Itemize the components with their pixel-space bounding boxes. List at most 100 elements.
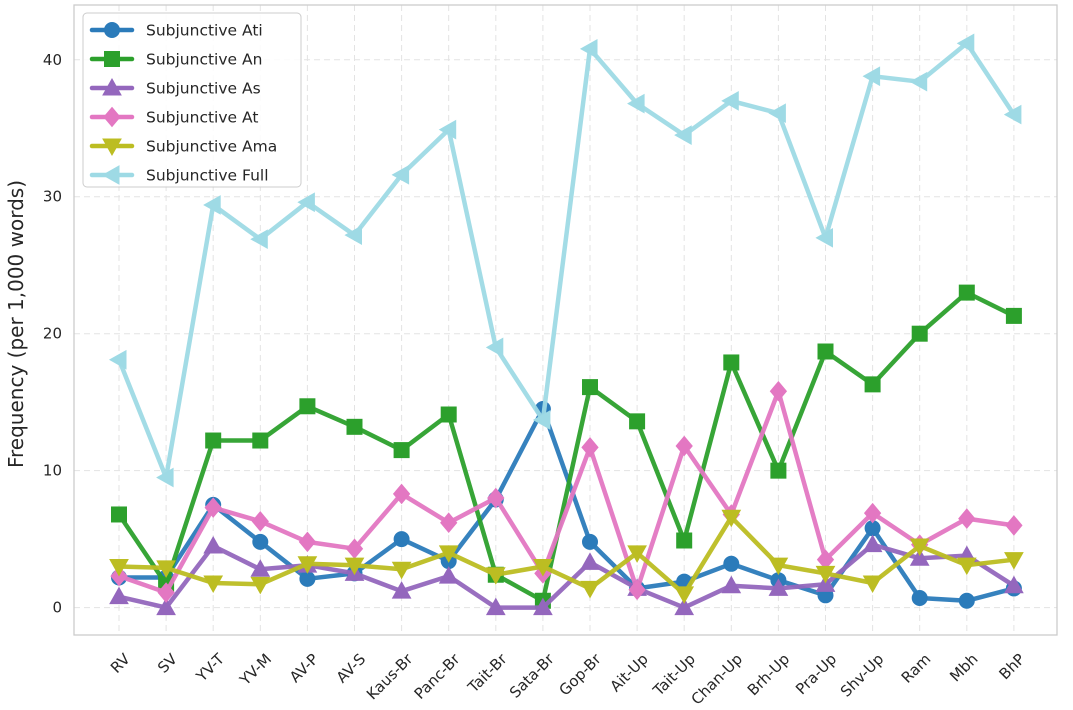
data-point-subjunctive-an <box>958 284 975 301</box>
legend-item-subjunctive-an: Subjunctive An <box>89 51 262 69</box>
legend-label: Subjunctive At <box>146 109 258 127</box>
data-point-subjunctive-an <box>911 325 928 342</box>
legend-label: Subjunctive Ati <box>146 22 263 40</box>
y-axis-title: Frequency (per 1,000 words) <box>4 180 28 468</box>
data-point-subjunctive-ama <box>391 561 412 580</box>
data-point-subjunctive-at <box>298 531 317 553</box>
data-point-subjunctive-ama <box>956 557 977 576</box>
data-point-subjunctive-full <box>203 195 221 215</box>
series-subjunctive-full <box>108 33 1022 488</box>
y-tick-label: 40 <box>43 51 62 69</box>
data-point-subjunctive-as <box>768 578 789 596</box>
data-point-subjunctive-as <box>203 535 224 554</box>
data-point-subjunctive-full <box>768 103 786 124</box>
legend-item-subjunctive-at: Subjunctive At <box>89 106 258 128</box>
data-point-subjunctive-ama <box>203 575 224 593</box>
data-point-subjunctive-at <box>958 508 976 529</box>
data-point-subjunctive-full <box>438 119 457 140</box>
data-point-subjunctive-as <box>485 597 506 616</box>
data-point-subjunctive-an <box>346 418 363 435</box>
data-point-subjunctive-an <box>629 413 646 430</box>
data-point-subjunctive-as <box>533 597 553 616</box>
data-point-subjunctive-an <box>299 398 316 415</box>
legend-item-subjunctive-ati: Subjunctive Ati <box>89 22 263 40</box>
data-point-subjunctive-ama <box>674 586 695 604</box>
data-point-subjunctive-ati <box>393 531 410 548</box>
data-point-subjunctive-as <box>580 552 600 570</box>
data-point-subjunctive-as <box>1004 575 1024 594</box>
data-point-subjunctive-full <box>627 93 645 114</box>
data-point-subjunctive-ati <box>252 533 269 550</box>
data-point-subjunctive-an <box>676 532 693 549</box>
data-point-subjunctive-full <box>862 66 881 87</box>
data-point-subjunctive-as <box>109 586 129 605</box>
data-point-subjunctive-an <box>770 462 787 479</box>
data-point-subjunctive-full <box>485 337 504 358</box>
data-point-subjunctive-full <box>674 125 692 145</box>
data-point-subjunctive-at <box>628 579 646 601</box>
legend-marker <box>104 22 120 38</box>
data-point-subjunctive-ama <box>815 565 836 584</box>
data-point-subjunctive-ama <box>862 575 883 593</box>
y-tick-label: 0 <box>52 599 62 617</box>
data-point-subjunctive-ama <box>627 545 647 563</box>
data-point-subjunctive-an <box>111 506 127 523</box>
data-point-subjunctive-an <box>1005 307 1022 324</box>
data-point-subjunctive-ama <box>250 576 271 595</box>
legend-item-subjunctive-full: Subjunctive Full <box>89 165 269 185</box>
data-point-subjunctive-full <box>815 227 833 248</box>
data-point-subjunctive-as <box>156 597 176 616</box>
data-point-subjunctive-ama <box>580 580 600 599</box>
legend: Subjunctive Ati Subjunctive An Subjunctive… <box>82 12 302 188</box>
data-point-subjunctive-an <box>817 343 834 360</box>
data-point-subjunctive-as <box>721 575 742 594</box>
data-point-subjunctive-at <box>440 512 458 533</box>
legend-label: Subjunctive As <box>146 80 261 98</box>
data-point-subjunctive-full <box>108 349 127 370</box>
data-point-subjunctive-full <box>532 410 551 430</box>
data-point-subjunctive-ama <box>721 509 742 528</box>
data-point-subjunctive-full <box>721 91 739 111</box>
legend-marker <box>102 138 122 157</box>
data-point-subjunctive-full <box>1003 104 1022 125</box>
series-line-subjunctive-full <box>116 41 1017 480</box>
y-tick-label: 20 <box>43 325 62 343</box>
data-point-subjunctive-ama <box>909 538 930 556</box>
series-line-subjunctive-ati <box>116 406 1017 604</box>
legend-marker <box>103 106 121 128</box>
data-point-subjunctive-at <box>769 380 788 402</box>
data-point-subjunctive-as <box>674 597 695 616</box>
data-point-subjunctive-ati <box>723 555 740 572</box>
data-point-subjunctive-ama <box>344 557 365 576</box>
data-point-subjunctive-at <box>863 502 882 524</box>
data-point-subjunctive-as <box>909 548 930 566</box>
data-point-subjunctive-an <box>252 432 269 449</box>
legend-box <box>82 12 302 188</box>
data-point-subjunctive-ama <box>297 556 318 574</box>
data-point-subjunctive-ama <box>109 559 129 577</box>
data-point-subjunctive-an <box>723 354 740 371</box>
data-point-subjunctive-ama <box>156 560 176 578</box>
data-point-subjunctive-as <box>250 559 271 577</box>
legend-item-subjunctive-as: Subjunctive As <box>89 77 261 98</box>
legend-marker <box>102 77 122 96</box>
legend-label: Subjunctive Ama <box>146 138 277 156</box>
legend-marker <box>104 51 120 67</box>
data-point-subjunctive-full <box>579 38 598 59</box>
data-point-subjunctive-full <box>956 33 975 54</box>
data-point-subjunctive-at <box>581 437 599 458</box>
data-point-subjunctive-full <box>344 225 362 245</box>
series-line-subjunctive-ama <box>116 514 1017 597</box>
y-tick-label: 10 <box>43 462 62 480</box>
data-point-subjunctive-an <box>393 442 410 459</box>
data-point-subjunctive-an <box>582 379 598 396</box>
series <box>108 33 1024 616</box>
data-point-subjunctive-ama <box>533 559 553 577</box>
data-point-subjunctive-at <box>675 435 693 457</box>
legend-label: Subjunctive Full <box>146 167 269 185</box>
data-point-subjunctive-ati <box>582 533 598 550</box>
data-point-subjunctive-an <box>205 432 222 449</box>
data-point-subjunctive-as <box>438 566 459 584</box>
data-point-subjunctive-at <box>251 511 269 532</box>
data-point-subjunctive-ati <box>911 590 928 607</box>
